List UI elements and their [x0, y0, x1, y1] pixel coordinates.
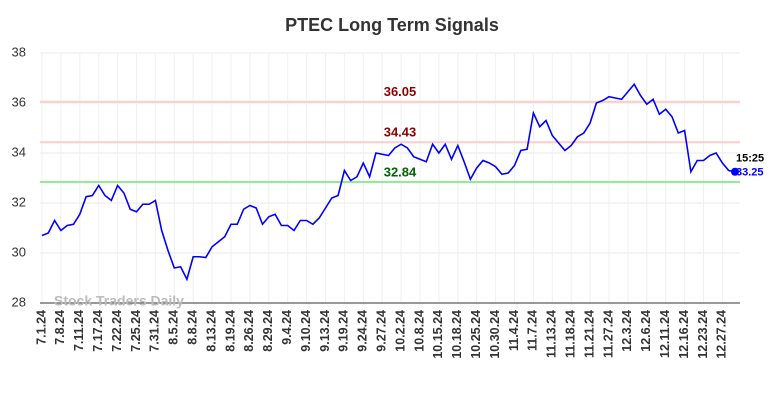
x-tick-label: 8.19.24 — [223, 310, 237, 352]
chart-title: PTEC Long Term Signals — [285, 15, 499, 35]
x-tick-label: 9.13.24 — [318, 310, 332, 352]
signal-label: 36.05 — [384, 84, 417, 99]
signal-label: 32.84 — [384, 164, 417, 179]
x-tick-label: 8.26.24 — [242, 310, 256, 352]
x-tick-label: 12.3.24 — [620, 310, 634, 352]
x-tick-label: 12.6.24 — [639, 310, 653, 352]
x-tick-label: 7.11.24 — [72, 310, 86, 351]
signal-label: 34.43 — [384, 125, 417, 140]
x-tick-label: 10.18.24 — [450, 310, 464, 359]
last-time: 15:25 — [736, 153, 764, 165]
price-line — [41, 82, 736, 282]
x-tick-label: 12.16.24 — [677, 310, 691, 359]
x-tick-label: 10.25.24 — [469, 310, 483, 359]
x-tick-label: 8.13.24 — [204, 310, 218, 352]
y-tick-label: 30 — [12, 244, 26, 259]
x-tick-label: 8.29.24 — [261, 310, 275, 352]
y-tick-label: 34 — [12, 144, 26, 159]
y-tick-label: 28 — [12, 294, 26, 309]
x-tick-label: 11.7.24 — [526, 310, 540, 351]
x-tick-label: 10.8.24 — [412, 310, 426, 352]
x-tick-label: 10.2.24 — [393, 310, 407, 352]
watermark: Stock Traders Daily — [54, 293, 184, 309]
x-tick-label: 12.11.24 — [658, 310, 672, 358]
x-tick-label: 7.25.24 — [129, 310, 143, 352]
x-tick-label: 7.31.24 — [148, 310, 162, 352]
y-tick-label: 36 — [12, 94, 26, 109]
x-tick-label: 8.5.24 — [167, 310, 181, 345]
x-tick-label: 9.24.24 — [356, 310, 370, 352]
x-tick-label: 9.4.24 — [280, 310, 294, 345]
x-tick-label: 7.1.24 — [34, 310, 48, 345]
x-tick-label: 11.4.24 — [507, 310, 521, 351]
x-tick-label: 11.21.24 — [582, 310, 596, 358]
last-value: 33.25 — [736, 167, 764, 179]
x-tick-label: 9.10.24 — [299, 310, 313, 352]
x-tick-label: 8.8.24 — [185, 310, 199, 345]
x-tick-label: 11.27.24 — [601, 310, 615, 358]
last-point — [731, 167, 739, 176]
y-tick-label: 38 — [12, 44, 26, 59]
x-tick-label: 12.27.24 — [715, 310, 729, 359]
x-tick-label: 10.15.24 — [431, 310, 445, 359]
x-tick-label: 7.22.24 — [110, 310, 124, 352]
x-tick-label: 10.30.24 — [488, 310, 502, 359]
x-tick-label: 9.19.24 — [337, 310, 351, 352]
x-tick-label: 7.8.24 — [53, 310, 67, 345]
y-tick-label: 32 — [12, 194, 26, 209]
x-tick-label: 7.17.24 — [91, 310, 105, 352]
x-tick-label: 11.13.24 — [545, 310, 559, 358]
x-tick-label: 12.23.24 — [696, 310, 710, 359]
x-tick-label: 11.18.24 — [563, 310, 577, 358]
x-tick-label: 9.27.24 — [374, 310, 388, 352]
